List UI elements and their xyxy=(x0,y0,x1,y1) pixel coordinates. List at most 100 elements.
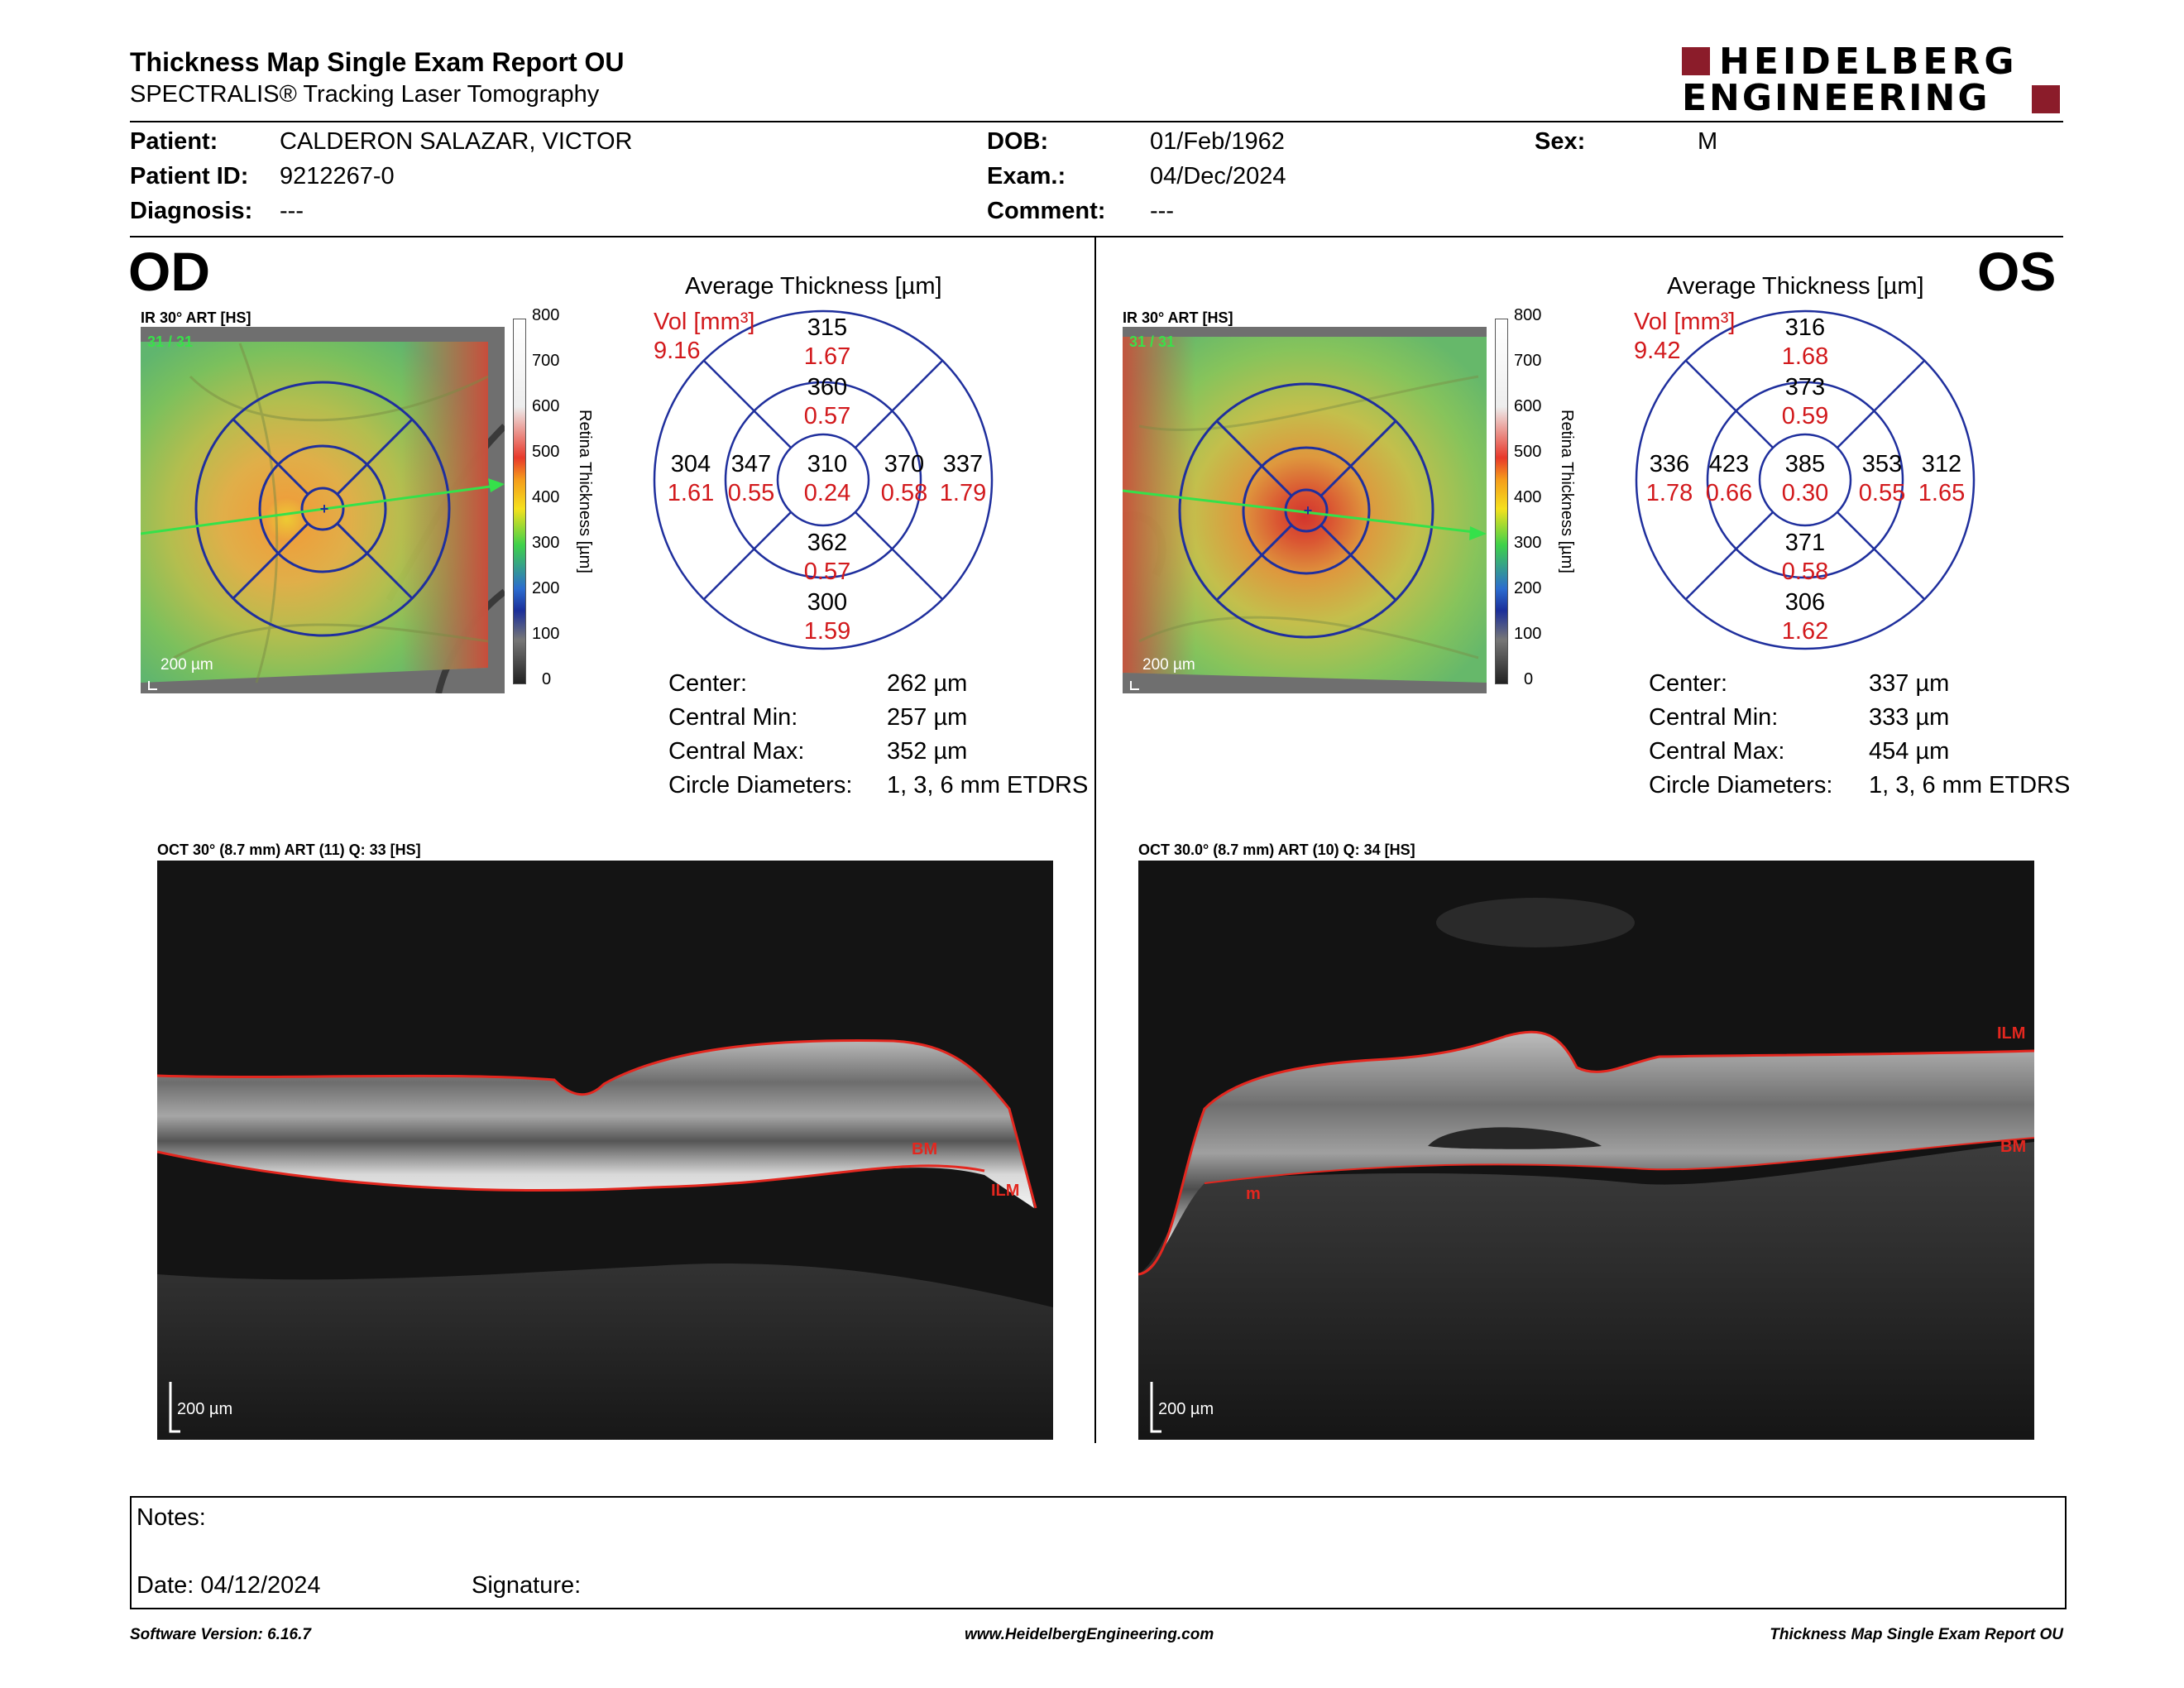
report-title: Thickness Map Single Exam Report OU xyxy=(130,47,625,77)
ilm-boundary xyxy=(157,1039,1037,1209)
os-oct-caption: OCT 30.0° (8.7 mm) ART (10) Q: 34 [HS] xyxy=(1138,842,1415,858)
od-vol-label: Vol [mm³] xyxy=(654,309,755,335)
od-stat-value: 257 µm xyxy=(887,704,968,731)
od-outer-inferior-thickness: 300 xyxy=(807,589,848,616)
os-outer-temporal-thickness: 312 xyxy=(1921,451,1962,477)
report-subtitle: SPECTRALIS® Tracking Laser Tomography xyxy=(130,81,600,108)
os-oct-bscan: ILM BM m 200 µm xyxy=(1138,861,2034,1440)
footer-software-version: Software Version: 6.16.7 xyxy=(130,1626,311,1643)
colorbar-tick: 0 xyxy=(542,670,552,688)
colorbar-tick: 800 xyxy=(532,306,560,324)
os-inner-temporal-thickness: 353 xyxy=(1861,451,1903,477)
od-center-volume: 0.24 xyxy=(803,480,851,506)
scan-arrow-icon xyxy=(488,478,505,492)
od-ilm-label: ILM xyxy=(991,1182,1020,1200)
od-stat-value: 1, 3, 6 mm ETDRS xyxy=(887,772,1089,798)
patient-label: Patient: xyxy=(130,128,218,155)
os-outer-superior-thickness: 316 xyxy=(1784,314,1826,341)
od-outer-inferior-volume: 1.59 xyxy=(803,618,851,645)
scan-arrow-icon xyxy=(1469,526,1487,540)
colorbar-tick: 200 xyxy=(532,579,560,597)
os-outer-inferior-volume: 1.62 xyxy=(1781,618,1829,645)
ilm-boundary xyxy=(1138,1030,2034,1276)
colorbar-tick: 600 xyxy=(1514,397,1542,415)
od-oct-caption: OCT 30° (8.7 mm) ART (11) Q: 33 [HS] xyxy=(157,842,421,858)
od-outer-temporal-thickness: 304 xyxy=(670,451,711,477)
bm-boundary xyxy=(157,1150,985,1192)
colorbar-tick: 300 xyxy=(532,534,560,552)
os-inner-inferior-thickness: 371 xyxy=(1784,530,1826,556)
od-vol-value: 9.16 xyxy=(654,338,701,364)
os-inner-nasal-thickness: 423 xyxy=(1708,451,1750,477)
sex-label: Sex: xyxy=(1535,128,1586,155)
os-outer-temporal-volume: 1.65 xyxy=(1918,480,1966,506)
colorbar-tick: 100 xyxy=(532,625,560,643)
od-stat-label: Central Min: xyxy=(668,704,798,731)
od-outer-temporal-volume: 1.61 xyxy=(667,480,715,506)
od-oct-bscan: BM ILM 200 µm xyxy=(157,861,1053,1440)
os-thickness-map-graphic: + xyxy=(1123,327,1487,693)
od-inner-nasal-thickness: 370 xyxy=(884,451,925,477)
os-inner-inferior-volume: 0.58 xyxy=(1781,559,1829,585)
os-inner-temporal-volume: 0.55 xyxy=(1858,480,1906,506)
os-inner-superior-volume: 0.59 xyxy=(1781,403,1829,429)
colorbar-tick: 500 xyxy=(532,443,560,461)
notes-label: Notes: xyxy=(136,1504,206,1531)
os-colorbar-ticks: 800 700 600 500 400 300 200 100 0 xyxy=(1514,306,1551,695)
colorbar-tick: 800 xyxy=(1514,306,1542,324)
colorbar-tick: 400 xyxy=(1514,488,1542,506)
od-inner-nasal-volume: 0.58 xyxy=(880,480,928,506)
od-center-thickness: 310 xyxy=(807,451,848,477)
patient-id: 9212267-0 xyxy=(280,163,395,189)
od-inner-temporal-thickness: 347 xyxy=(730,451,772,477)
footer-website-link[interactable]: www.HeidelbergEngineering.com xyxy=(965,1626,1214,1643)
signature-label: Signature: xyxy=(472,1572,582,1599)
os-stat-value: 337 µm xyxy=(1869,670,1950,697)
od-ir-caption: IR 30° ART [HS] xyxy=(141,309,251,326)
os-vol-label: Vol [mm³] xyxy=(1634,309,1736,335)
os-stat-value: 333 µm xyxy=(1869,704,1950,731)
od-colorbar xyxy=(513,319,526,684)
os-avg-title: Average Thickness [µm] xyxy=(1667,273,1924,300)
os-vol-value: 9.42 xyxy=(1634,338,1681,364)
od-stat-value: 262 µm xyxy=(887,670,968,697)
os-ilm-label: ILM xyxy=(1997,1024,2026,1043)
od-inner-superior-volume: 0.57 xyxy=(803,403,851,429)
os-stat-value: 454 µm xyxy=(1869,738,1950,765)
comment-value: --- xyxy=(1150,198,1174,224)
dob-label: DOB: xyxy=(987,128,1049,155)
bm-boundary xyxy=(1204,1137,2034,1184)
os-stat-label: Circle Diameters: xyxy=(1649,772,1833,798)
colorbar-tick: 100 xyxy=(1514,625,1542,643)
od-inner-temporal-volume: 0.55 xyxy=(727,480,775,506)
od-outer-superior-volume: 1.67 xyxy=(803,343,851,370)
diagnosis-label: Diagnosis: xyxy=(130,198,253,224)
od-inner-inferior-volume: 0.57 xyxy=(803,559,851,585)
os-thickness-map: + 31 / 31 200 µm xyxy=(1123,327,1487,693)
os-m-label: m xyxy=(1246,1185,1261,1203)
sex-value: M xyxy=(1698,128,1718,155)
svg-text:+: + xyxy=(1304,502,1313,519)
exam-date: 04/Dec/2024 xyxy=(1150,163,1286,189)
patient-id-label: Patient ID: xyxy=(130,163,249,189)
od-bm-label: BM xyxy=(912,1140,938,1158)
logo-square-icon xyxy=(1682,47,1710,75)
os-center-volume: 0.30 xyxy=(1781,480,1829,506)
od-stat-label: Central Max: xyxy=(668,738,805,765)
footer-report-name: Thickness Map Single Exam Report OU xyxy=(1770,1626,2063,1643)
os-oct-bscan-graphic xyxy=(1138,861,2034,1440)
dob-value: 01/Feb/1962 xyxy=(1150,128,1285,155)
eye-label-os: OS xyxy=(1977,241,2057,302)
od-colorbar-ticks: 800 700 600 500 400 300 200 100 0 xyxy=(532,306,569,695)
os-colorbar-axis-label-box: Retina Thickness [µm] xyxy=(1558,410,1576,608)
notes-box: Notes: Date: 04/12/2024 Signature: xyxy=(130,1496,2067,1609)
eye-label-od: OD xyxy=(128,241,210,302)
logo-text-heidelberg: HEIDELBERG xyxy=(1719,41,2019,83)
od-outer-nasal-thickness: 337 xyxy=(942,451,984,477)
os-outer-nasal-volume: 1.78 xyxy=(1645,480,1693,506)
od-inner-inferior-thickness: 362 xyxy=(807,530,848,556)
scan-line xyxy=(1123,489,1475,534)
patient-name: CALDERON SALAZAR, VICTOR xyxy=(280,128,633,155)
od-oct-scale-label: 200 µm xyxy=(177,1400,233,1418)
scan-line xyxy=(141,484,497,535)
